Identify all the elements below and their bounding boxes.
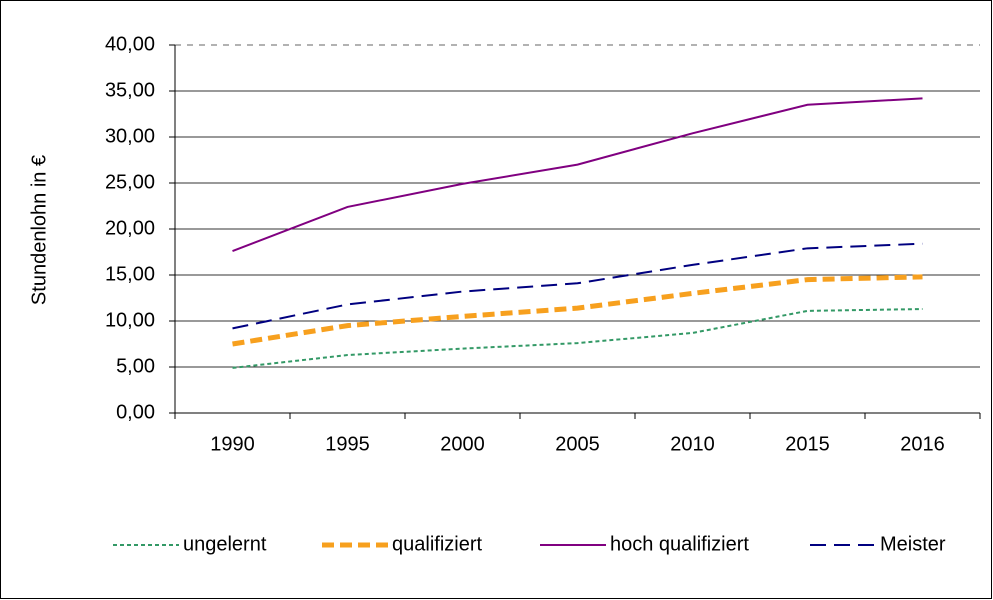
y-tick-label: 0,00 xyxy=(116,401,155,423)
x-tick-label: 2015 xyxy=(785,433,830,455)
legend-label: hoch qualifiziert xyxy=(610,533,749,555)
x-tick-label: 1995 xyxy=(325,433,370,455)
legend-label: Meister xyxy=(880,533,946,555)
legend-label: qualifiziert xyxy=(392,533,482,555)
x-tick-label: 2005 xyxy=(555,433,600,455)
y-tick-label: 5,00 xyxy=(116,355,155,377)
y-tick-label: 30,00 xyxy=(105,125,155,147)
y-tick-label: 10,00 xyxy=(105,309,155,331)
y-tick-label: 25,00 xyxy=(105,171,155,193)
y-axis-label: Stundenlohn in € xyxy=(28,155,50,305)
legend-label: ungelernt xyxy=(183,533,267,555)
x-tick-label: 2016 xyxy=(900,433,945,455)
series-line xyxy=(232,97,923,253)
series-line xyxy=(232,274,923,347)
y-tick-label: 40,00 xyxy=(105,33,155,55)
x-tick-label: 2000 xyxy=(440,433,485,455)
y-tick-label: 35,00 xyxy=(105,79,155,101)
y-tick-label: 20,00 xyxy=(105,217,155,239)
series-line xyxy=(232,308,923,369)
x-tick-label: 2010 xyxy=(670,433,715,455)
series-line xyxy=(232,242,923,330)
x-tick-label: 1990 xyxy=(210,433,255,455)
y-tick-label: 15,00 xyxy=(105,263,155,285)
